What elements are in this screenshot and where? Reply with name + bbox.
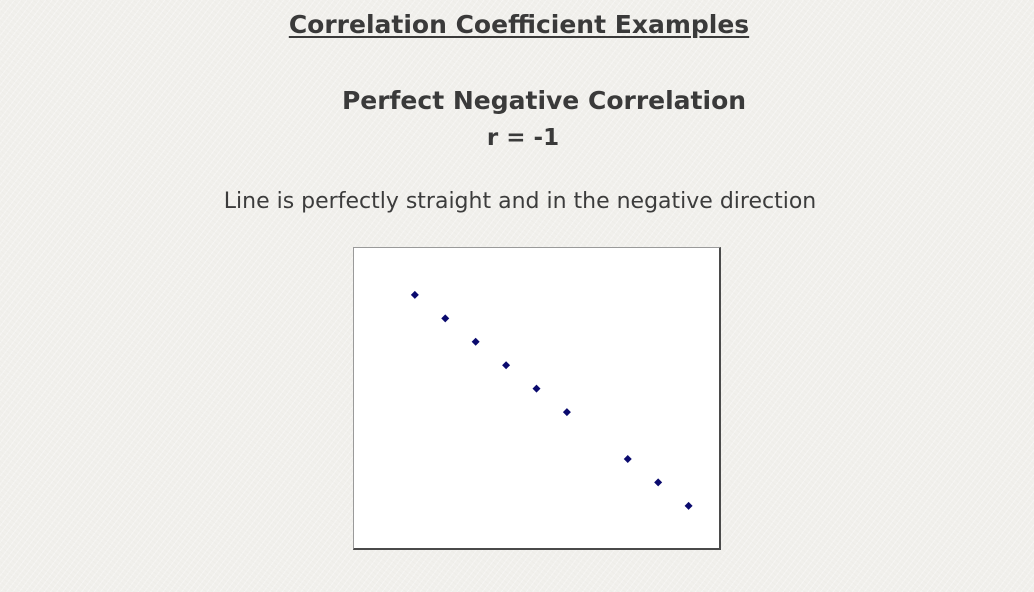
data-point	[502, 361, 511, 370]
scatter-plot-area	[410, 290, 693, 510]
data-point	[623, 454, 632, 463]
page-title: Correlation Coefficient Examples	[288, 10, 750, 39]
chart-subtitle: r = -1	[486, 125, 560, 151]
data-point	[684, 501, 693, 510]
data-point	[471, 337, 480, 346]
data-point	[532, 384, 541, 393]
chart-description: Line is perfectly straight and in the ne…	[223, 189, 817, 214]
chart-title: Perfect Negative Correlation	[341, 86, 747, 115]
scatter-plot	[353, 247, 721, 550]
data-point	[654, 478, 663, 487]
data-point	[441, 314, 450, 323]
data-point	[562, 408, 571, 417]
data-point	[410, 290, 419, 299]
